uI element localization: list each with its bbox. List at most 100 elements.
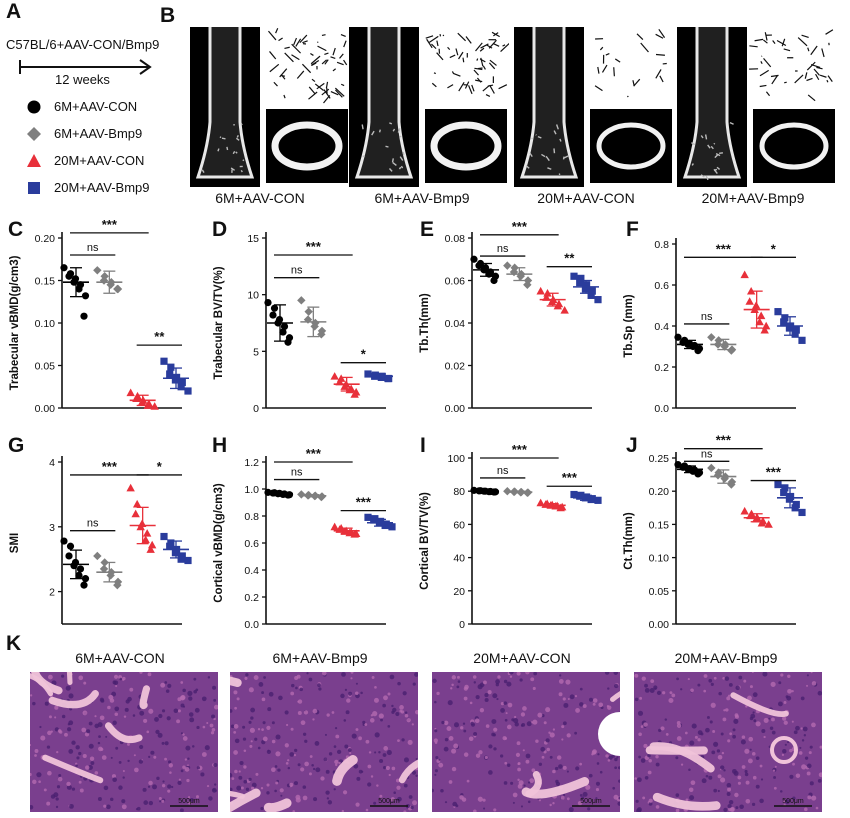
data-point <box>756 311 766 320</box>
data-point <box>65 552 73 560</box>
data-point <box>536 286 545 295</box>
y-tick-label: 1.2 <box>244 457 259 469</box>
data-point <box>490 488 498 496</box>
data-point <box>576 492 584 500</box>
diamond-marker-icon <box>27 127 41 141</box>
data-point <box>146 545 155 553</box>
triangle-marker-icon <box>27 154 41 167</box>
data-point <box>587 291 595 299</box>
data-point <box>81 292 90 300</box>
legend-label: 20M+AAV-Bmp9 <box>54 180 150 195</box>
y-tick-label: 0.05 <box>35 361 56 373</box>
y-tick-label: 40 <box>453 553 465 565</box>
histology-image: 500μm <box>230 672 418 812</box>
histology-image: 500μm <box>432 672 620 812</box>
data-point <box>577 274 585 282</box>
series-group-2 <box>503 487 533 498</box>
data-point <box>80 581 88 589</box>
y-axis-label: Trabecular BV/TV(%) <box>213 266 225 379</box>
duration-label: 12 weeks <box>55 72 110 87</box>
data-point <box>66 542 75 550</box>
series-group-2 <box>93 551 123 590</box>
y-tick-label: 20 <box>453 586 465 598</box>
micro-ct-caption-20m-bmp9: 20M+AAV-Bmp9 <box>701 190 805 206</box>
data-point <box>523 276 533 285</box>
micro-ct-image <box>349 27 509 187</box>
series-group-4 <box>160 532 192 565</box>
data-point <box>370 516 378 524</box>
significance-label: ** <box>564 251 575 266</box>
data-point <box>384 374 392 383</box>
legend-label: 6M+AAV-CON <box>54 99 138 114</box>
panel-letter-j: J <box>626 434 638 457</box>
series-group-2 <box>707 333 737 355</box>
data-point <box>570 490 578 499</box>
series-group-4 <box>364 370 393 383</box>
significance-label: ns <box>497 243 509 255</box>
data-point <box>178 378 186 387</box>
data-point <box>594 296 602 304</box>
chart-f: F0.00.20.40.60.8Tb.Sp (mm) ns*** * <box>623 218 806 415</box>
series-group-3 <box>126 483 157 553</box>
data-point <box>509 267 519 277</box>
y-tick-label: 80 <box>453 486 465 498</box>
series-group-1 <box>470 255 500 285</box>
series-group-4 <box>774 308 806 344</box>
data-point <box>131 509 140 518</box>
data-point <box>350 530 359 538</box>
data-point <box>80 312 88 320</box>
data-point <box>177 555 185 563</box>
y-tick-label: 0 <box>459 619 465 631</box>
data-point <box>740 506 749 515</box>
y-tick-label: 3 <box>49 522 55 534</box>
y-tick-label: 0.15 <box>649 519 670 531</box>
panel-letter-g: G <box>8 434 24 457</box>
panel-letter-e: E <box>420 218 434 241</box>
y-tick-label: 4 <box>49 457 55 469</box>
data-point <box>126 483 135 492</box>
data-point <box>774 480 782 489</box>
y-tick-label: 1.0 <box>244 484 259 496</box>
data-point <box>280 322 289 330</box>
series-group-1 <box>60 264 90 320</box>
data-point <box>560 306 569 314</box>
data-point <box>75 285 83 293</box>
y-tick-label: 0.05 <box>649 586 670 598</box>
scalebar-label: 500μm <box>580 798 602 805</box>
y-tick-label: 100 <box>447 453 465 465</box>
y-tick-label: 5 <box>253 346 259 358</box>
data-point <box>269 311 277 319</box>
data-point <box>774 308 782 316</box>
significance-label: ns <box>701 311 713 323</box>
y-axis-label: Ct.Th(mm) <box>623 512 635 570</box>
series-group-4 <box>160 357 192 395</box>
data-point <box>470 255 478 263</box>
significance-label: * <box>771 241 777 256</box>
significance-label: *** <box>766 465 782 480</box>
significance-label: *** <box>306 239 322 254</box>
data-point <box>798 336 806 344</box>
square-marker-icon <box>28 182 40 194</box>
data-point <box>100 272 109 281</box>
data-point <box>166 370 174 378</box>
data-point <box>81 575 90 583</box>
data-point <box>587 495 595 504</box>
series-group-1 <box>674 461 704 478</box>
circle-marker-icon <box>27 100 41 114</box>
data-point <box>330 522 339 531</box>
series-group-3 <box>126 388 159 410</box>
significance-label: ns <box>87 518 99 530</box>
significance-label: ns <box>497 465 509 477</box>
design-label: C57BL/6+AAV-CON/Bmp9 <box>6 37 160 52</box>
panel-letter-f: F <box>626 218 639 241</box>
data-point <box>304 307 313 316</box>
data-point <box>150 402 159 410</box>
series-group-3 <box>536 286 569 314</box>
data-point <box>781 314 789 322</box>
data-point <box>270 304 279 312</box>
data-point <box>503 487 512 496</box>
significance-label: *** <box>562 470 578 485</box>
data-point <box>142 529 152 537</box>
y-tick-label: 0.8 <box>244 511 259 523</box>
